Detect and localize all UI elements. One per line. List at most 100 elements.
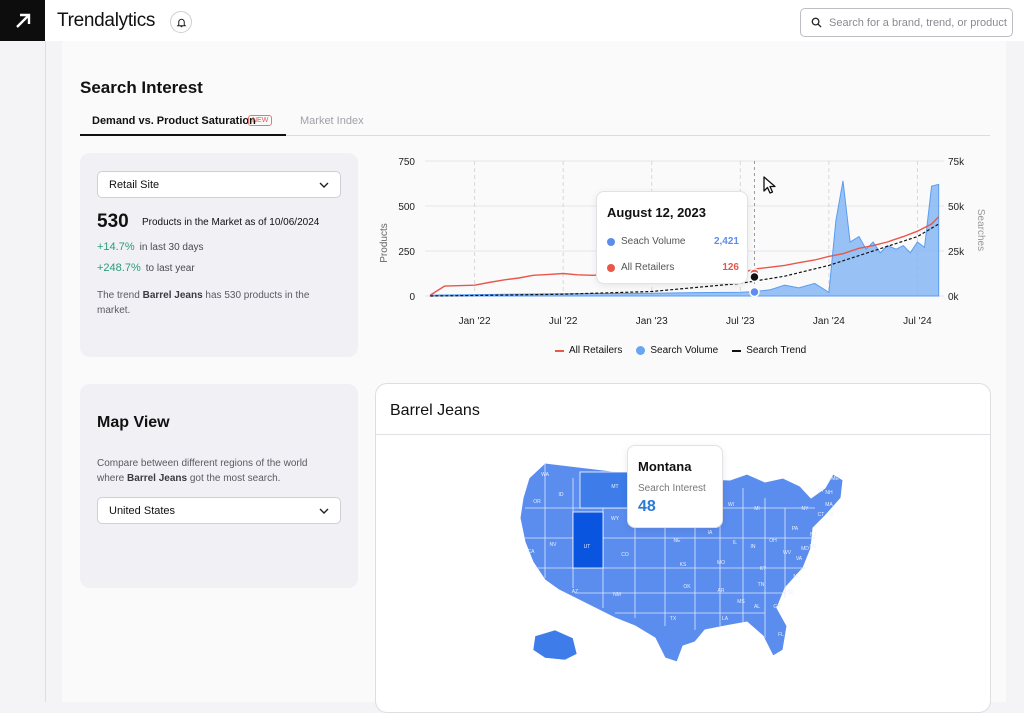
tab-market-index[interactable]: Market Index [300,115,364,127]
tooltip-state: Montana [638,459,692,474]
tab-bar: Demand vs. Product Saturation NEW Market… [80,110,990,136]
state-label: ME [831,476,839,482]
stat-last-year: +248.7% to last year [97,262,195,274]
y-axis-title: Products [379,223,390,262]
y-tick-label: 0 [409,292,415,303]
x-tick-label: Jul '23 [726,316,755,327]
state-label: OH [769,538,777,544]
brand-name: Trendalytics [57,10,156,31]
state-label: IA [708,530,713,536]
state-label: GA [773,604,781,610]
legend-item-search-trend[interactable]: Search Trend [732,345,806,356]
state-label: NE [674,538,682,544]
y2-tick-label: 50k [948,202,965,213]
state-label: OK [683,584,691,590]
state-label: TX [670,616,677,622]
new-badge: NEW [248,115,273,126]
search-icon [811,17,822,28]
tooltip-row-all-retailers: All Retailers 126 [607,262,739,273]
chevron-down-icon [319,182,329,188]
top-bar: Trendalytics Search for a brand, trend, … [0,0,1024,41]
x-tick-label: Jan '23 [636,316,668,327]
state-label: WA [541,472,550,478]
state-label: WY [611,516,620,522]
series-dot-icon [607,237,615,246]
y-tick-label: 250 [398,247,415,258]
legend-item-all-retailers[interactable]: All Retailers [555,345,622,356]
state-label: MD [801,546,809,552]
state-utah-highlight[interactable] [572,511,604,569]
us-map[interactable]: WAORCAIDNVMTWYUTAZCONMNDSDNEKSOKTXMNIAMO… [515,458,855,668]
tab-demand-vs-saturation[interactable]: Demand vs. Product Saturation NEW [80,110,286,136]
state-label: KS [680,562,687,568]
state-label: CT [818,512,825,518]
product-count-desc: Products in the Market as of 10/06/2024 [142,217,320,228]
state-label: NH [825,490,833,496]
x-tick-label: Jan '24 [813,316,845,327]
y2-tick-label: 0k [948,292,960,303]
state-label: VA [796,556,803,562]
trend-summary: The trend Barrel Jeans has 530 products … [97,290,310,316]
chart-tooltip: August 12, 2023 Seach Volume 2,421 All R… [596,191,748,284]
divider [376,434,990,435]
legend-item-search-volume[interactable]: Search Volume [636,345,718,356]
state-label: RI [829,512,834,518]
marker-search-trend [749,271,760,283]
state-label: AR [718,588,725,594]
tooltip-date: August 12, 2023 [607,205,706,220]
x-tick-label: Jul '24 [903,316,932,327]
search-input[interactable]: Search for a brand, trend, or product [800,8,1013,37]
product-count: 530 [97,211,129,232]
state-label: MO [717,560,725,566]
state-label: IN [751,544,756,550]
region-select[interactable]: United States [97,497,341,524]
logo-icon[interactable] [0,0,45,41]
stat-label: to last year [145,263,195,274]
map-panel-title: Barrel Jeans [390,402,480,419]
x-tick-label: Jan '22 [459,316,491,327]
state-label: MT [611,484,618,490]
y-tick-label: 750 [398,157,415,168]
stat-label: in last 30 days [139,242,204,253]
series-dot-icon [607,263,615,272]
state-label: IL [733,540,737,546]
map-tooltip: Montana Search Interest 48 [627,445,723,528]
state-label: ID [559,492,564,498]
select-value: United States [109,504,176,517]
y2-tick-label: 75k [948,157,965,168]
state-alaska[interactable] [532,629,578,661]
state-label: SC [788,590,795,596]
map-view-title: Map View [97,414,170,431]
state-label: MA [825,502,833,508]
state-label: WI [728,502,734,508]
section-title: Search Interest [80,78,203,97]
state-label: MI [754,506,760,512]
stat-30-days: +14.7% in last 30 days [97,241,204,253]
tooltip-label: Search Interest [638,483,706,494]
mouse-cursor-icon [763,176,776,194]
series-area-search-volume [429,180,940,297]
state-label: UT [584,544,591,550]
state-label: VT [818,488,824,494]
state-label: NY [802,506,810,512]
state-label: LA [722,616,729,622]
series-line-search-trend [430,223,940,297]
y-tick-label: 500 [398,202,415,213]
x-tick-label: Jul '22 [549,316,578,327]
chart-legend: All Retailers Search Volume Search Trend [555,345,806,356]
state-label: NJ [810,532,817,538]
state-label: MS [737,599,745,605]
tab-label: Demand vs. Product Saturation [92,115,256,127]
y2-tick-label: 25k [948,247,965,258]
tooltip-row-search-volume: Seach Volume 2,421 [607,236,739,247]
tooltip-value: 48 [638,498,656,515]
state-label: PA [792,526,799,532]
select-value: Retail Site [109,178,160,191]
retail-site-select[interactable]: Retail Site [97,171,341,198]
state-label: TN [758,582,765,588]
state-label: CO [621,552,629,558]
bell-icon[interactable] [170,11,192,33]
state-label: WV [783,550,792,556]
state-label: DE [810,544,818,550]
stat-value: +248.7% [97,262,141,274]
